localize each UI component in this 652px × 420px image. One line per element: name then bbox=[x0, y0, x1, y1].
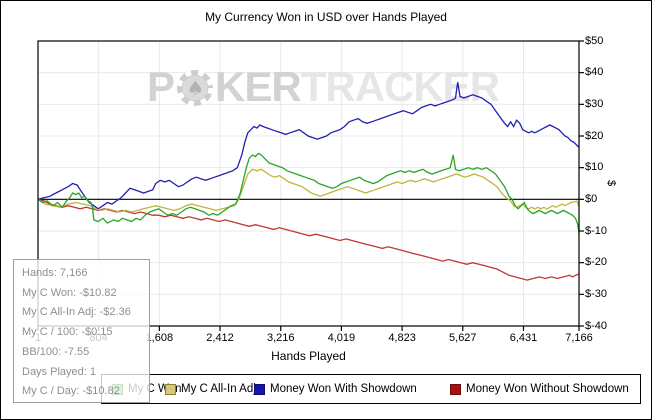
hover-tooltip: Hands: 7,166 My C Won: -$10.82 My C All-… bbox=[13, 259, 150, 403]
legend-swatch-money-won-without-showdown-icon bbox=[450, 383, 461, 395]
tooltip-line-my-c-won: My C Won: -$10.82 bbox=[22, 286, 117, 299]
tooltip-line-my-c-day: My C / Day: -$10.82 bbox=[22, 385, 120, 398]
chart-title: My Currency Won in USD over Hands Played bbox=[205, 10, 447, 24]
y-axis-tick-label: $20 bbox=[585, 129, 604, 142]
y-axis-title: $ bbox=[605, 179, 618, 187]
legend-item-my-c-all-in-adj[interactable]: My C All-In Adj bbox=[165, 375, 256, 403]
tooltip-line-my-c-all-in-adj: My C All-In Adj: -$2.36 bbox=[22, 306, 131, 319]
y-axis-tick-label: $-30 bbox=[585, 287, 608, 300]
tooltip-line-days-played: Days Played: 1 bbox=[22, 365, 96, 378]
tooltip-line-my-c-100: My C / 100: -$0.15 bbox=[22, 326, 113, 339]
x-axis-tick-label: 3,216 bbox=[266, 332, 295, 344]
legend-item-money-won-without-showdown[interactable]: Money Won Without Showdown bbox=[450, 375, 629, 403]
x-axis-tick-label: 2,412 bbox=[206, 332, 234, 344]
legend-swatch-my-c-all-in-adj-icon bbox=[165, 383, 176, 395]
y-axis-tick-label: $30 bbox=[585, 97, 604, 110]
legend-label: Money Won Without Showdown bbox=[466, 383, 629, 395]
x-axis-tick-label: 6,431 bbox=[509, 332, 538, 344]
chart-legend: My C Won My C All-In Adj Money Won With … bbox=[101, 374, 641, 404]
tooltip-line-bb-100: BB/100: -7.55 bbox=[22, 345, 90, 358]
legend-swatch-money-won-with-showdown-icon bbox=[254, 383, 265, 395]
y-axis-tick-label: $0 bbox=[585, 192, 598, 205]
x-axis-title: Hands Played bbox=[271, 349, 346, 363]
x-axis-tick-label: 4,019 bbox=[327, 332, 356, 344]
x-axis-tick-label: 7,166 bbox=[565, 332, 593, 344]
y-axis-tick-label: $-20 bbox=[585, 256, 608, 269]
y-axis-tick-label: $50 bbox=[585, 34, 604, 47]
y-axis-tick-label: $40 bbox=[585, 66, 604, 79]
x-axis-tick-label: 5,627 bbox=[449, 332, 477, 344]
x-axis-tick-label: 1,608 bbox=[145, 332, 174, 344]
x-axis-tick-label: 4,823 bbox=[388, 332, 416, 344]
y-axis-tick-label: $-10 bbox=[585, 224, 608, 237]
y-axis-tick-label: $-40 bbox=[585, 319, 608, 332]
tooltip-line-hands: Hands: 7,166 bbox=[22, 267, 88, 279]
y-axis-tick-label: $10 bbox=[585, 161, 604, 174]
legend-item-money-won-with-showdown[interactable]: Money Won With Showdown bbox=[254, 375, 417, 403]
legend-label: My C All-In Adj bbox=[181, 383, 256, 395]
legend-label: Money Won With Showdown bbox=[270, 383, 417, 395]
